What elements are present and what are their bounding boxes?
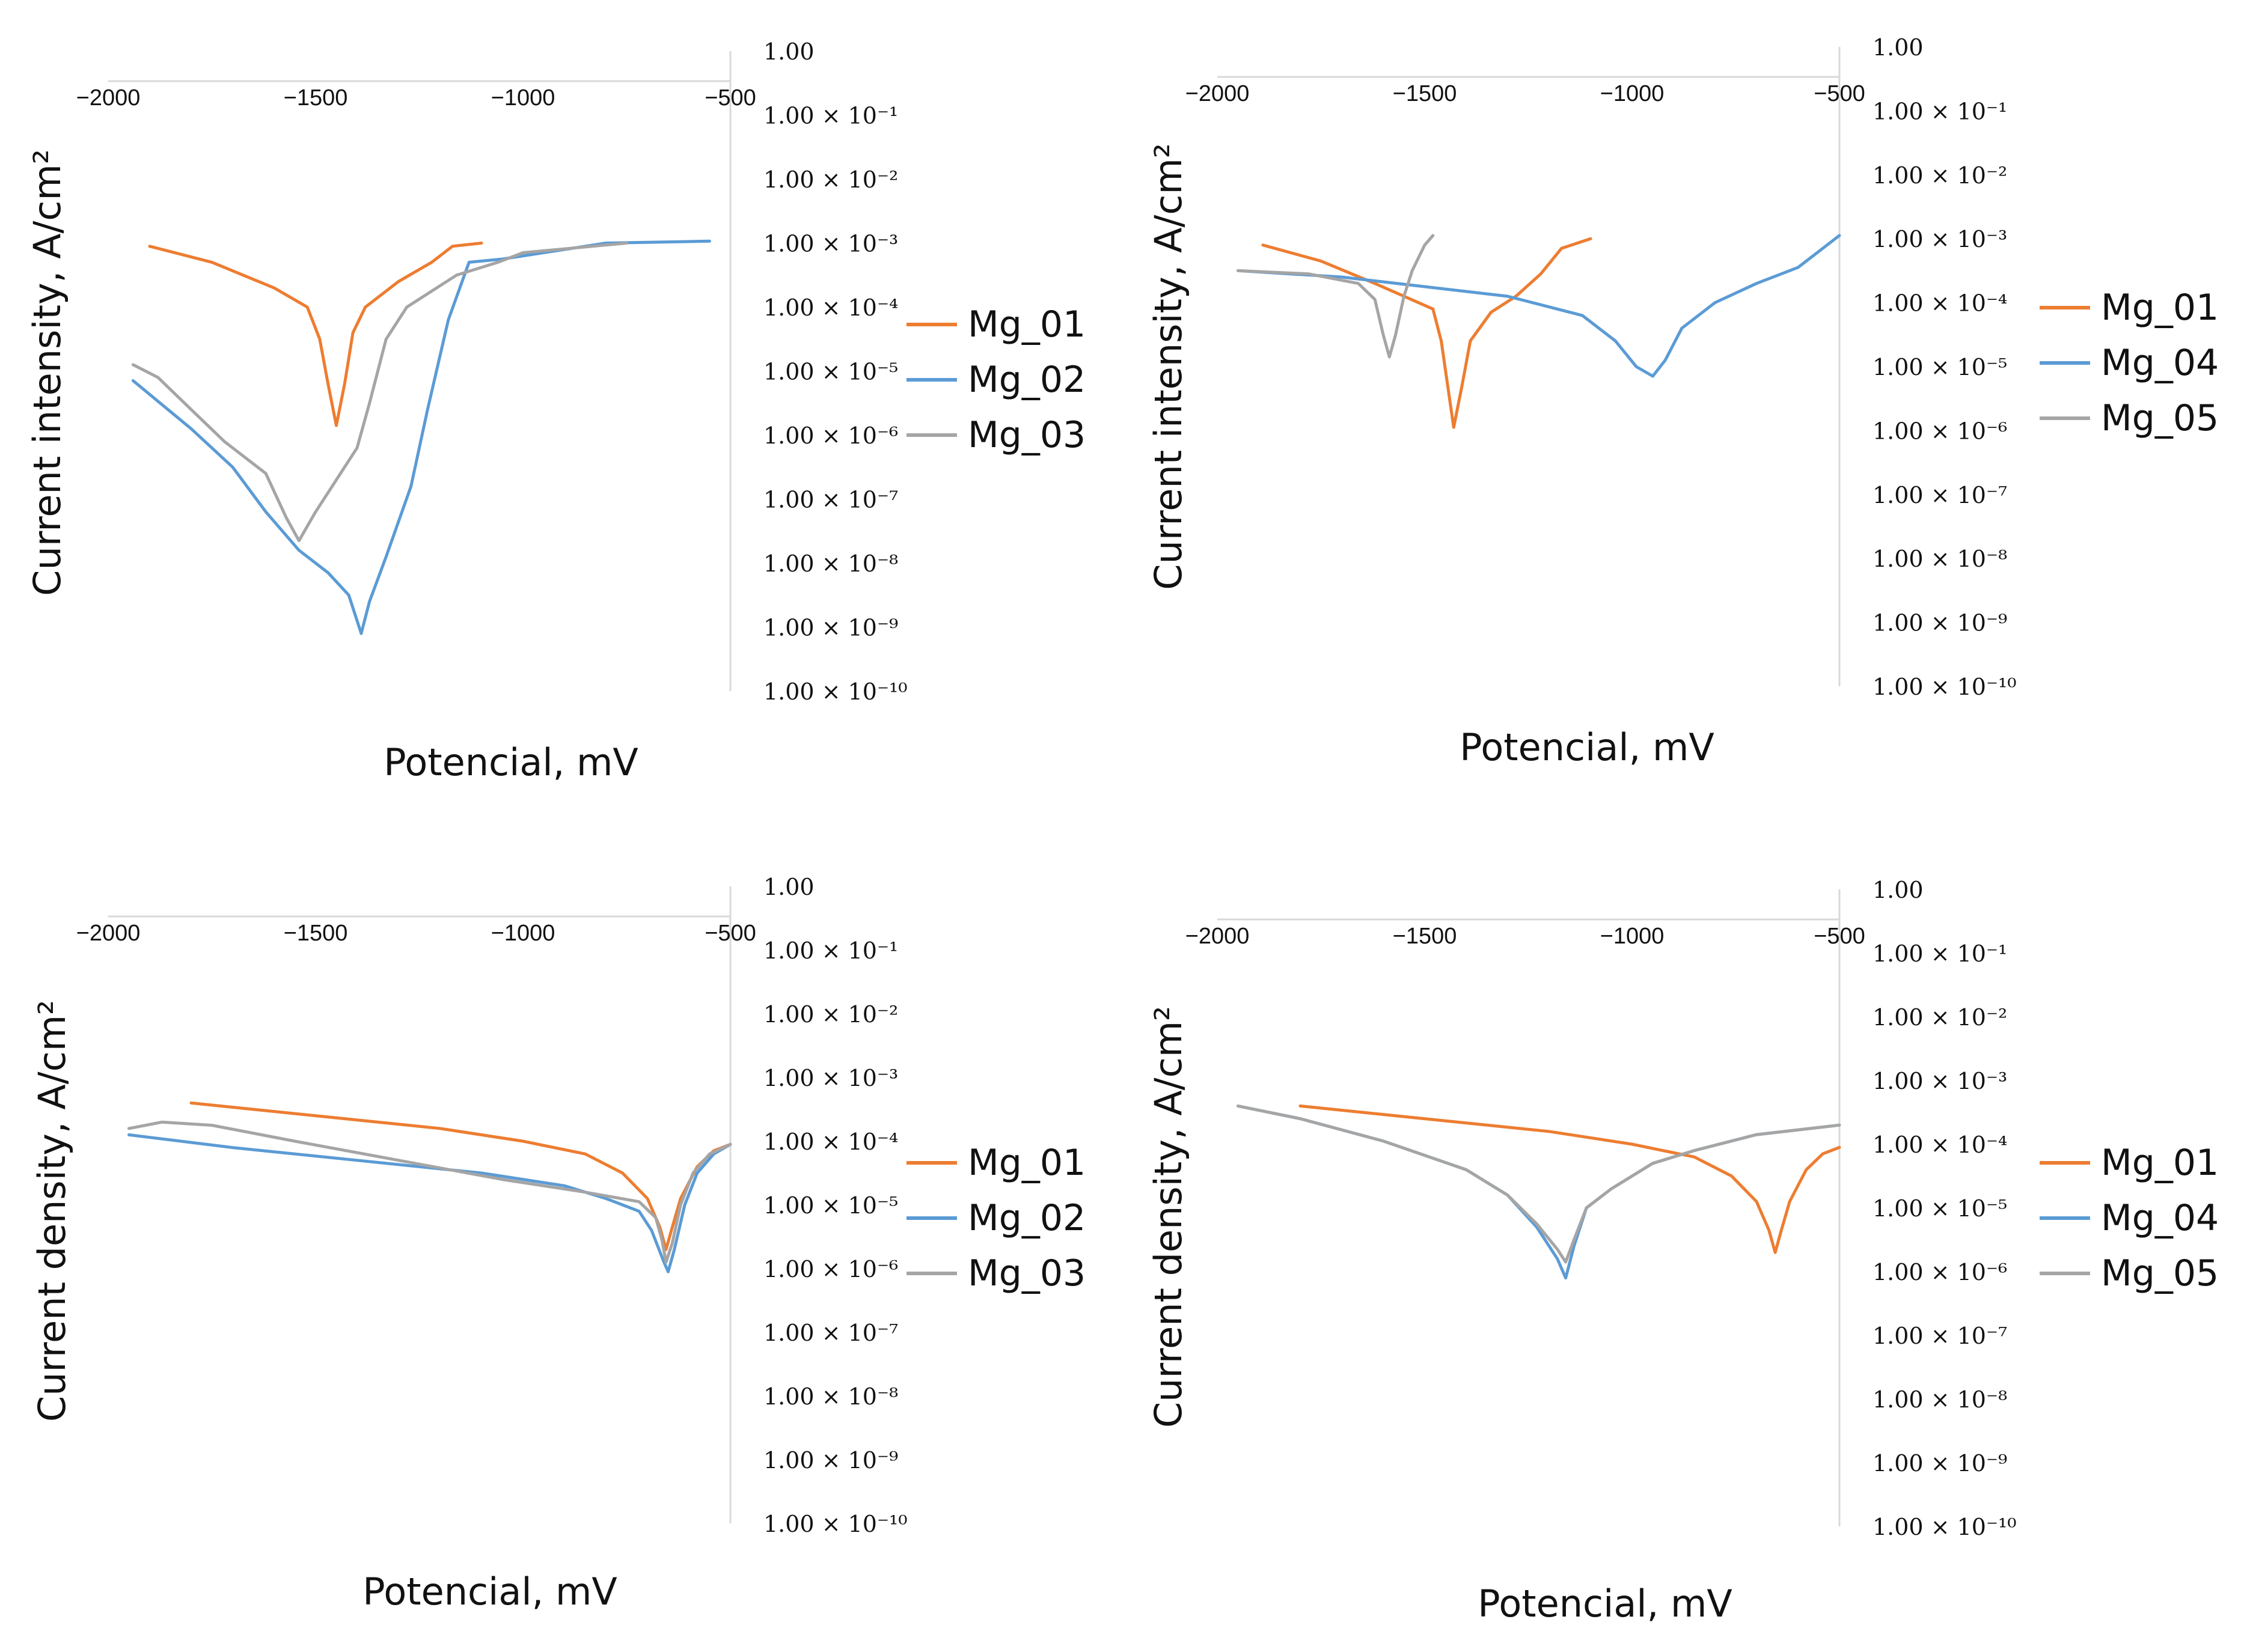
legend-label: Mg_01: [2101, 1142, 2219, 1184]
legend-label: Mg_04: [2101, 1197, 2219, 1239]
x-tick-label: −500: [705, 85, 756, 111]
y-tick-label: 1.00 × 10⁻⁴: [763, 1129, 898, 1155]
y-tick-label: 1.00 × 10⁻¹⁰: [763, 678, 908, 705]
y-tick-label: 1.00 × 10⁻¹⁰: [1872, 674, 2017, 700]
y-tick-label: 1.00 × 10⁻¹: [1872, 98, 2007, 124]
y-tick-label: 1.00 × 10⁻³: [763, 1065, 898, 1091]
legend-label: Mg_01: [968, 303, 1086, 346]
x-tick-label: −1000: [1600, 924, 1665, 949]
y-tick-label: 1.00 × 10⁻³: [1872, 1068, 2007, 1094]
series-line-mg-01: [1261, 237, 1592, 429]
legend-label: Mg_04: [2101, 342, 2219, 384]
y-tick-label: 1.00 × 10⁻²: [763, 166, 898, 193]
y-tick-label: 1.00 × 10⁻¹: [763, 103, 898, 129]
x-axis-title: Potencial, mV: [1460, 725, 1714, 769]
y-tick-label: 1.00 × 10⁻⁹: [763, 615, 898, 641]
chart-panel-1: −2000 −1500 −1000 −500 1.00 1.00 × 10⁻¹ 1.00 ×…: [25, 38, 1086, 784]
series-line-mg-04: [1237, 234, 1841, 378]
y-tick-label: 1.00: [1872, 34, 1924, 61]
y-tick-label: 1.00 × 10⁻³: [763, 231, 898, 257]
y-tick-label: 1.00 × 10⁻⁹: [1872, 610, 2007, 636]
y-tick-label: 1.00 × 10⁻⁶: [763, 1256, 898, 1282]
y-tick-label: 1.00 × 10⁻³: [1872, 226, 2007, 252]
y-tick-label: 1.00 × 10⁻⁴: [1872, 290, 2007, 317]
y-tick-label: 1.00 × 10⁻⁷: [1872, 1323, 2007, 1349]
y-axis-title: Current intensity, A/cm²: [1146, 143, 1190, 590]
x-tick-label: −500: [705, 921, 756, 946]
y-tick-label: 1.00 × 10⁻⁶: [1872, 1259, 2007, 1285]
x-tick-label: −500: [1814, 924, 1865, 949]
legend-label: Mg_01: [968, 1142, 1086, 1184]
chart-panel-3: −2000 −1500 −1000 −500 1.00 1.00 × 10⁻¹ 1.00 ×…: [30, 874, 1086, 1614]
y-tick-label: 1.00: [763, 874, 815, 900]
legend-label: Mg_02: [968, 1197, 1086, 1239]
y-axis-title: Current intensity, A/cm²: [25, 149, 69, 596]
series-line-mg-03: [127, 1120, 732, 1264]
x-tick-label: −2000: [1185, 924, 1250, 949]
x-tick-label: −1500: [1393, 924, 1457, 949]
y-tick-label: 1.00: [763, 38, 815, 65]
legend-label: Mg_05: [2101, 397, 2219, 439]
y-tick-label: 1.00 × 10⁻²: [763, 1001, 898, 1028]
x-tick-label: −2000: [76, 85, 141, 111]
y-tick-label: 1.00 × 10⁻¹⁰: [1872, 1514, 2017, 1540]
chart-panel-4: −2000 −1500 −1000 −500 1.00 1.00 × 10⁻¹ 1.00 ×…: [1146, 877, 2219, 1626]
y-tick-label: 1.00 × 10⁻⁶: [1872, 418, 2007, 444]
x-tick-label: −1500: [1393, 81, 1457, 106]
y-tick-label: 1.00: [1872, 877, 1924, 903]
y-tick-label: 1.00 × 10⁻⁵: [763, 1192, 898, 1219]
y-tick-label: 1.00 × 10⁻⁵: [1872, 1195, 2007, 1222]
y-axis-title: Current density, A/cm²: [1146, 1006, 1190, 1428]
y-tick-label: 1.00 × 10⁻⁷: [1872, 482, 2007, 508]
legend-label: Mg_01: [2101, 287, 2219, 329]
x-axis-title: Potencial, mV: [384, 740, 638, 784]
y-tick-label: 1.00 × 10⁻⁵: [763, 359, 898, 385]
series-line-mg-02: [131, 239, 711, 635]
y-tick-label: 1.00 × 10⁻⁸: [1872, 1386, 2007, 1413]
series-line-mg-01: [1298, 1104, 1841, 1254]
y-tick-label: 1.00 × 10⁻¹⁰: [763, 1511, 908, 1537]
series-line-mg-02: [127, 1133, 732, 1273]
y-tick-label: 1.00 × 10⁻⁹: [1872, 1450, 2007, 1477]
y-tick-label: 1.00 × 10⁻⁸: [1872, 546, 2007, 572]
legend-label: Mg_05: [2101, 1252, 2219, 1294]
y-tick-label: 1.00 × 10⁻²: [1872, 162, 2007, 189]
y-tick-label: 1.00 × 10⁻⁴: [1872, 1132, 2007, 1158]
y-tick-label: 1.00 × 10⁻¹: [1872, 940, 2007, 967]
y-tick-label: 1.00 × 10⁻⁷: [763, 1320, 898, 1346]
y-tick-label: 1.00 × 10⁻⁶: [763, 422, 898, 449]
x-axis-title: Potencial, mV: [1478, 1582, 1732, 1626]
y-tick-label: 1.00 × 10⁻⁷: [763, 487, 898, 513]
y-tick-label: 1.00 × 10⁻⁴: [763, 294, 898, 321]
chart-panel-2: −2000 −1500 −1000 −500 1.00 1.00 × 10⁻¹ 1.00 ×…: [1146, 34, 2219, 769]
x-axis-title: Potencial, mV: [362, 1570, 617, 1614]
series-line-mg-05: [1237, 234, 1435, 359]
series-line-mg-03: [131, 242, 628, 543]
y-tick-label: 1.00 × 10⁻⁹: [763, 1447, 898, 1474]
x-tick-label: −2000: [1185, 81, 1250, 106]
y-tick-label: 1.00 × 10⁻⁸: [763, 550, 898, 577]
series-line-mg-01: [148, 242, 483, 427]
legend-label: Mg_03: [968, 1252, 1086, 1294]
x-tick-label: −500: [1814, 81, 1865, 106]
x-tick-label: −1500: [284, 921, 348, 946]
y-tick-label: 1.00 × 10⁻⁸: [763, 1383, 898, 1410]
y-tick-label: 1.00 × 10⁻²: [1872, 1004, 2007, 1031]
legend-label: Mg_02: [968, 359, 1086, 401]
x-tick-label: −2000: [76, 921, 141, 946]
x-tick-label: −1500: [284, 85, 348, 111]
y-axis-title: Current density, A/cm²: [30, 1000, 74, 1422]
x-tick-label: −1000: [491, 85, 555, 111]
x-tick-label: −1000: [491, 921, 555, 946]
series-line-mg-05: [1237, 1104, 1841, 1264]
x-tick-label: −1000: [1600, 81, 1665, 106]
legend-label: Mg_03: [968, 414, 1086, 456]
y-tick-label: 1.00 × 10⁻⁵: [1872, 354, 2007, 380]
y-tick-label: 1.00 × 10⁻¹: [763, 937, 898, 964]
